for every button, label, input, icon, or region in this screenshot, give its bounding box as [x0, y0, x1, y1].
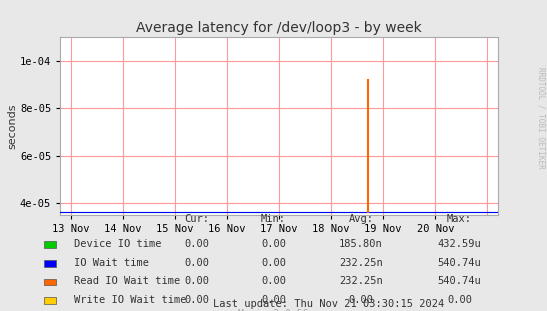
Text: 0.00: 0.00: [261, 258, 286, 268]
Text: 0.00: 0.00: [261, 276, 286, 286]
Text: Last update: Thu Nov 21 03:30:15 2024: Last update: Thu Nov 21 03:30:15 2024: [213, 299, 444, 309]
Text: IO Wait time: IO Wait time: [74, 258, 149, 268]
Text: Min:: Min:: [261, 214, 286, 224]
Text: 232.25n: 232.25n: [339, 276, 383, 286]
Text: 0.00: 0.00: [184, 258, 210, 268]
Text: 0.00: 0.00: [184, 295, 210, 305]
Text: RRDTOOL / TOBI OETIKER: RRDTOOL / TOBI OETIKER: [537, 67, 546, 169]
Text: Read IO Wait time: Read IO Wait time: [74, 276, 180, 286]
Title: Average latency for /dev/loop3 - by week: Average latency for /dev/loop3 - by week: [136, 21, 422, 35]
Text: Max:: Max:: [447, 214, 472, 224]
Text: Cur:: Cur:: [184, 214, 210, 224]
Text: 432.59u: 432.59u: [438, 239, 481, 249]
Text: 0.00: 0.00: [184, 239, 210, 249]
Text: 0.00: 0.00: [447, 295, 472, 305]
Text: Device IO time: Device IO time: [74, 239, 161, 249]
Text: 540.74u: 540.74u: [438, 276, 481, 286]
Text: 0.00: 0.00: [184, 276, 210, 286]
Text: 232.25n: 232.25n: [339, 258, 383, 268]
Text: Avg:: Avg:: [348, 214, 374, 224]
Y-axis label: seconds: seconds: [7, 103, 17, 149]
Text: 0.00: 0.00: [261, 295, 286, 305]
Text: 0.00: 0.00: [348, 295, 374, 305]
Text: 540.74u: 540.74u: [438, 258, 481, 268]
Text: 0.00: 0.00: [261, 239, 286, 249]
Text: Write IO Wait time: Write IO Wait time: [74, 295, 187, 305]
Text: Munin 2.0.56: Munin 2.0.56: [238, 309, 309, 311]
Text: 185.80n: 185.80n: [339, 239, 383, 249]
